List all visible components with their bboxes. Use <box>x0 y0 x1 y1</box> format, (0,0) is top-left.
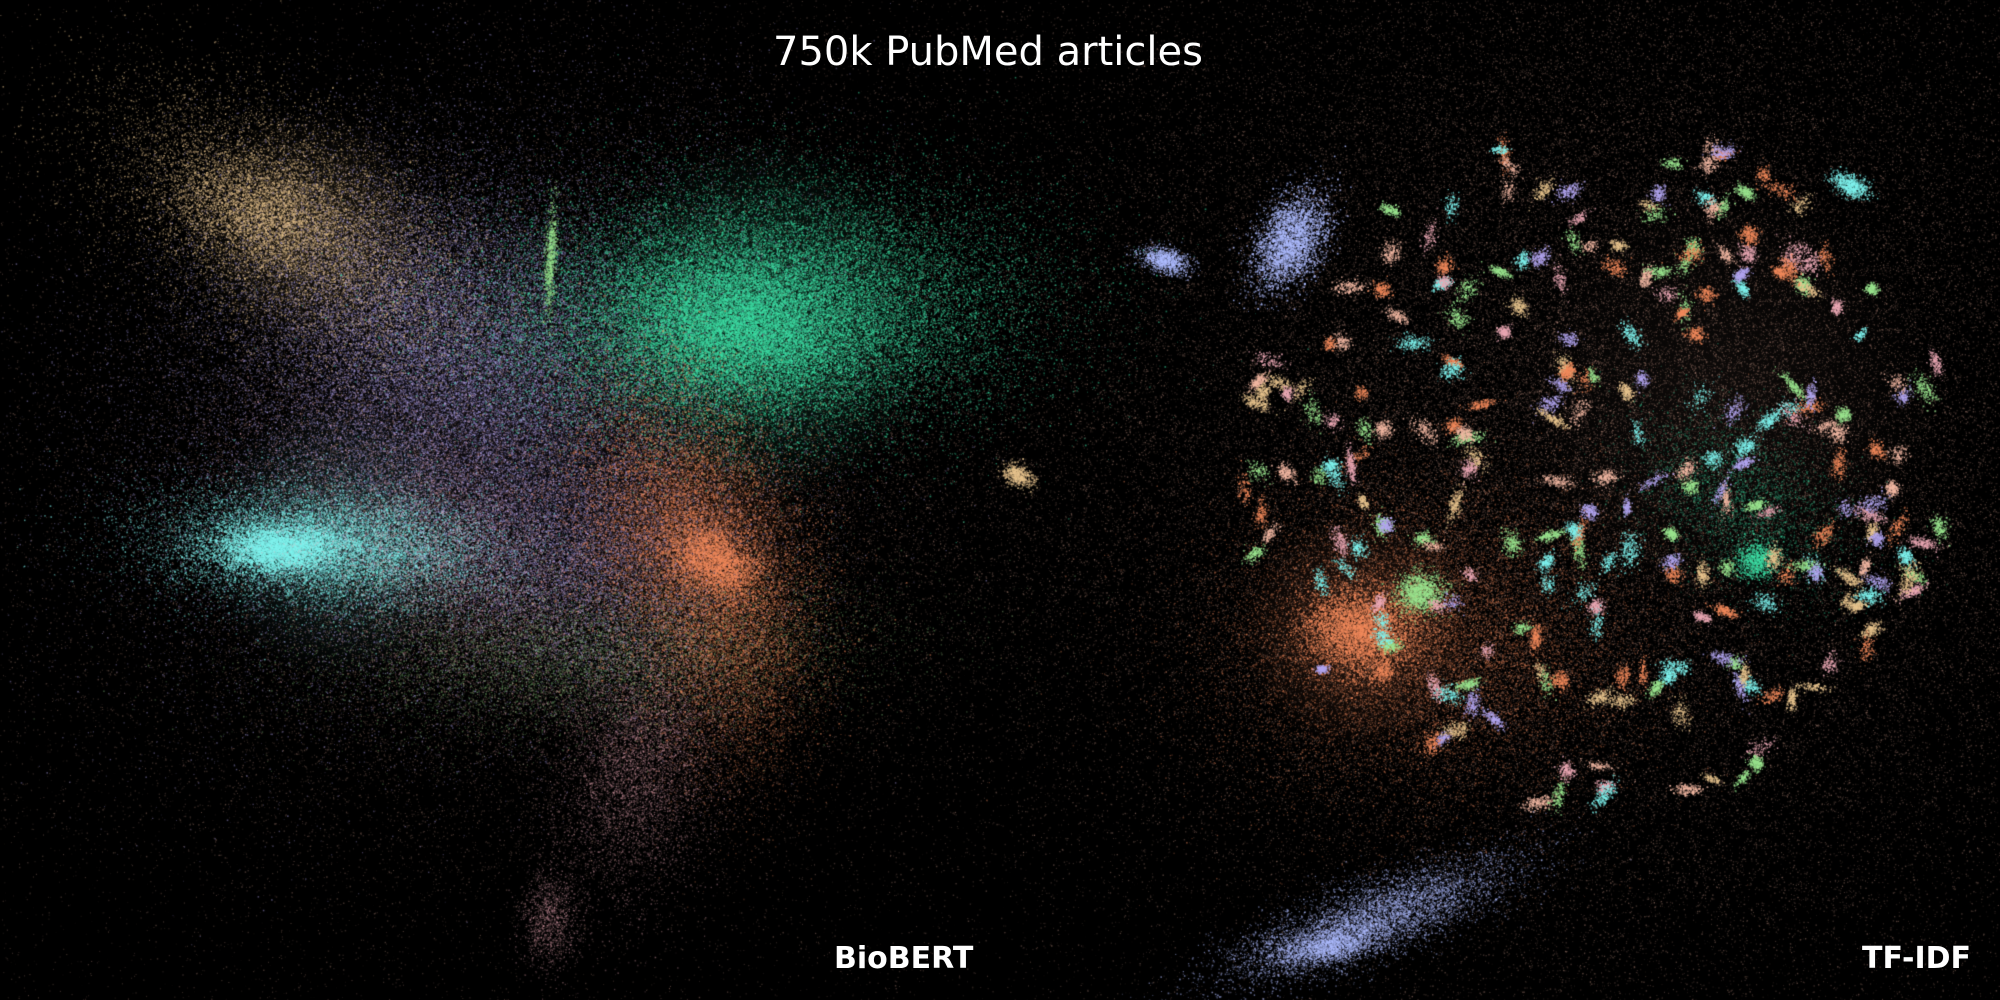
panel-label-biobert: BioBERT <box>834 941 974 976</box>
panel-label-tfidf: TF-IDF <box>1862 941 1972 976</box>
figure-title: 750k PubMed articles <box>773 29 1203 75</box>
